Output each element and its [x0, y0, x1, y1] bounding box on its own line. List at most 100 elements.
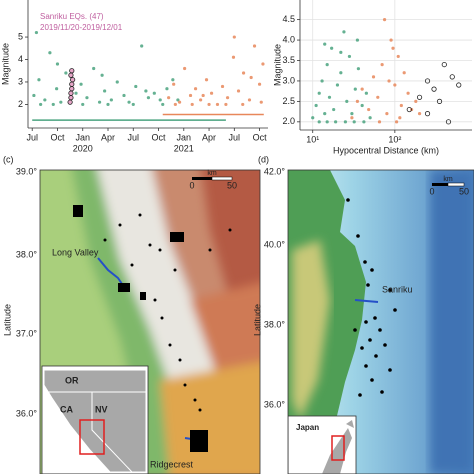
point	[131, 102, 135, 107]
point	[360, 87, 364, 91]
point	[352, 120, 356, 124]
point	[144, 89, 148, 93]
point	[152, 91, 156, 95]
x-axis-label: Hypocentral Distance (km)	[333, 145, 439, 155]
point	[391, 46, 395, 50]
point	[398, 116, 402, 120]
x-tick-label: Jan	[75, 132, 90, 142]
point	[339, 50, 343, 54]
point	[325, 62, 329, 67]
point	[232, 35, 236, 39]
point	[355, 99, 360, 103]
point	[325, 120, 329, 124]
point	[69, 81, 75, 87]
panel-label: (d)	[258, 154, 269, 164]
x-tick-label: Jul	[26, 132, 38, 142]
point	[350, 116, 354, 120]
inset-c	[41, 365, 149, 474]
point	[204, 78, 209, 82]
map-c	[40, 170, 260, 474]
point	[85, 96, 89, 100]
point	[343, 120, 348, 124]
point	[97, 100, 102, 104]
point	[387, 79, 391, 83]
x-tick-label: 10¹	[306, 134, 319, 144]
y-tick-label: 2.0	[282, 116, 295, 126]
point	[146, 96, 151, 100]
inset-label: OR	[65, 375, 79, 385]
point	[165, 87, 169, 91]
epicenters	[73, 205, 232, 452]
point	[382, 18, 387, 22]
point	[320, 79, 324, 83]
point	[252, 44, 257, 48]
point	[134, 84, 138, 89]
y-tick-label: 5	[18, 31, 23, 41]
x-tick-label: Jan	[177, 132, 192, 142]
point	[51, 102, 55, 107]
point	[355, 38, 360, 42]
inset-d	[288, 415, 357, 474]
lat-label: 37.0°	[16, 328, 38, 338]
point	[431, 86, 437, 92]
point	[323, 112, 327, 116]
map-d	[288, 170, 474, 474]
point	[393, 83, 397, 87]
lat-label: 42.0°	[264, 166, 286, 176]
point	[100, 73, 104, 77]
point	[362, 120, 366, 124]
scale-unit: km	[207, 170, 217, 177]
x-tick-label: Oct	[152, 132, 167, 142]
point	[183, 66, 187, 71]
point	[394, 120, 399, 124]
point	[68, 95, 74, 101]
point	[247, 98, 252, 102]
x-tick-label: Apr	[101, 132, 115, 142]
point	[74, 91, 78, 95]
point	[220, 84, 225, 89]
x-tick-label: Jul	[128, 132, 140, 142]
point	[332, 107, 336, 112]
point	[167, 96, 171, 100]
point	[424, 111, 431, 117]
point	[69, 86, 75, 92]
point	[209, 91, 214, 95]
y-tick-label: 2.5	[282, 96, 295, 106]
point	[207, 102, 211, 107]
point	[236, 89, 241, 93]
point	[402, 71, 406, 75]
point	[193, 87, 198, 91]
point	[188, 93, 193, 98]
point	[79, 82, 83, 86]
point	[67, 99, 73, 105]
y-axis-label: Latitude	[252, 304, 262, 336]
point	[215, 102, 220, 107]
point	[257, 82, 262, 86]
x-tick-label: Apr	[202, 132, 216, 142]
year-label: 2021	[174, 143, 194, 153]
point	[225, 96, 230, 100]
point	[32, 93, 36, 98]
point	[103, 89, 107, 93]
point	[339, 71, 343, 75]
place-label: Long Valley	[52, 247, 99, 257]
point	[171, 78, 175, 82]
point	[140, 44, 144, 48]
point	[376, 95, 380, 99]
point	[241, 71, 246, 75]
y-tick-label: 3.5	[282, 55, 295, 65]
point	[385, 112, 389, 116]
x-tick-label: Oct	[50, 132, 65, 142]
point	[406, 106, 412, 113]
lat-label: 38.0°	[264, 319, 286, 329]
point	[360, 103, 364, 108]
point	[353, 87, 357, 91]
point	[261, 62, 265, 66]
y-tick-label: 4	[18, 54, 23, 64]
point	[371, 75, 376, 79]
point	[241, 102, 245, 107]
y-tick-label: 3.0	[282, 75, 295, 85]
point	[456, 82, 462, 88]
lat-label: 38.0°	[16, 249, 38, 259]
point	[330, 46, 334, 50]
